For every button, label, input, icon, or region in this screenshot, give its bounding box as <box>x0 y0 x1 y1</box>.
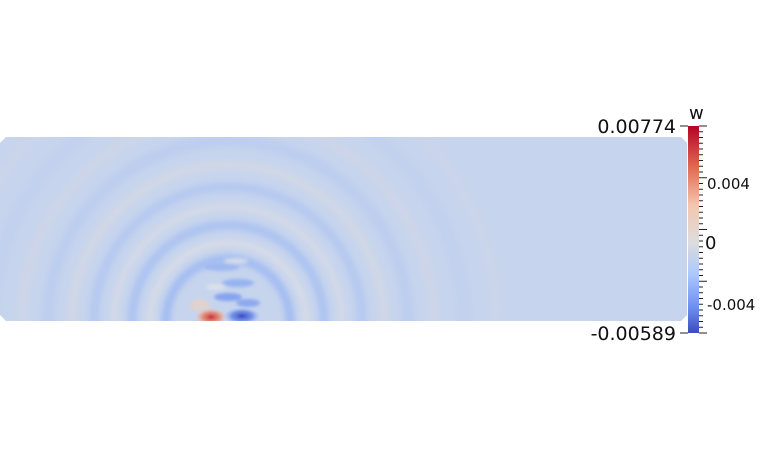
wave-ring <box>42 137 414 321</box>
positive-peak <box>195 308 227 321</box>
negative-peak <box>223 307 261 321</box>
legend-tick-label-pos: 0.004 <box>707 175 750 193</box>
near-source-blobs <box>190 258 260 311</box>
legend-tick-label-neg: -0.004 <box>707 296 756 314</box>
colorbar-svg <box>680 125 707 334</box>
color-legend: w 0.00774 0.004 0 -0.004 -0.00589 <box>591 103 764 354</box>
legend-max-label: 0.00774 <box>597 116 676 138</box>
field-plot <box>0 137 687 321</box>
field-domain[interactable] <box>0 137 687 321</box>
wave-ring <box>127 220 329 321</box>
legend-title: w <box>689 103 704 124</box>
wave-ring <box>110 203 346 321</box>
colorbar-ticks <box>680 125 707 334</box>
wave-ring <box>89 182 367 321</box>
wave-ring <box>146 239 310 321</box>
legend-tick-label-zero: 0 <box>705 233 717 254</box>
legend-min-label: -0.00589 <box>590 323 676 345</box>
wave-ring <box>67 160 389 321</box>
colorbar-gradient <box>688 126 699 333</box>
